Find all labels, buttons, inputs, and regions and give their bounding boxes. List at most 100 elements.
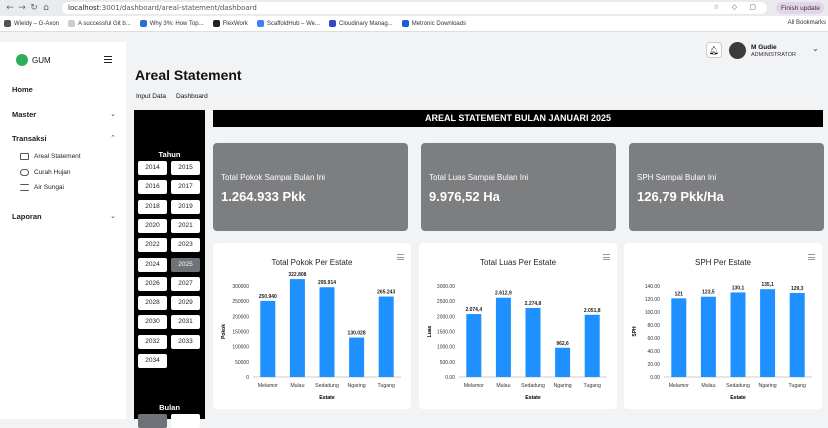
year-button-2016[interactable]: 2016: [138, 180, 167, 195]
sidebar-item-label: Home: [12, 85, 33, 94]
x-axis-label: Estate: [525, 395, 541, 401]
year-button-2021[interactable]: 2021: [171, 218, 200, 233]
bookmark-item[interactable]: ScaffoldHub – We...: [256, 20, 320, 27]
y-tick-label: 1500.00: [437, 330, 455, 336]
year-button-2026[interactable]: 2026: [138, 276, 167, 291]
sidebar-item-master[interactable]: Master ⌄: [12, 110, 116, 119]
year-button-2015[interactable]: 2015: [171, 161, 200, 175]
year-button-2020[interactable]: 2020: [138, 218, 167, 233]
sidebar-item-transaksi[interactable]: Transaksi ⌃: [12, 134, 116, 143]
sidebar-item-label: Transaksi: [12, 134, 47, 143]
x-axis-label: Estate: [319, 395, 335, 401]
stat-label: Total Pokok Sampai Bulan Ini: [221, 173, 326, 182]
data-label: 2.274,8: [525, 301, 542, 307]
year-button-2033[interactable]: 2033: [171, 334, 200, 349]
bookmark-label: Cloudinary Manag...: [339, 20, 393, 27]
y-axis-label: SPH: [632, 326, 638, 337]
year-button-2017[interactable]: 2017: [171, 180, 200, 195]
bookmark-item[interactable]: Metronic Downloads: [401, 20, 467, 27]
y-tick-label: 0.00: [650, 375, 660, 381]
stat-card-total-pokok: Total Pokok Sampai Bulan Ini 1.264.933 P…: [213, 143, 408, 231]
avatar[interactable]: [729, 42, 746, 59]
sidebar-item-laporan[interactable]: Laporan ⌄: [12, 212, 116, 221]
month-button[interactable]: [138, 414, 167, 428]
home-icon[interactable]: ⌂: [43, 3, 49, 13]
chart-menu-icon[interactable]: [808, 254, 815, 262]
bulan-label: Bulan: [159, 403, 180, 412]
bookmark-item[interactable]: FlexWork: [212, 20, 248, 27]
page-tabs: Input Data Dashboard: [136, 93, 208, 100]
table-icon: [20, 153, 29, 160]
all-bookmarks[interactable]: All Bookmarks: [787, 20, 826, 26]
sidebar-subitem-curah-hujan[interactable]: Curah Hujan: [20, 169, 71, 176]
tab-dashboard[interactable]: Dashboard: [176, 93, 208, 100]
x-tick-label: Mulau: [496, 383, 510, 389]
chevron-down-icon[interactable]: ⌄: [812, 44, 819, 53]
bar: [789, 292, 805, 377]
back-icon[interactable]: ←: [6, 3, 14, 13]
year-button-2023[interactable]: 2023: [171, 238, 200, 253]
bookmark-label: A successful Git b...: [78, 20, 131, 27]
month-button[interactable]: [171, 414, 200, 428]
sidebar-subitem-areal-statement[interactable]: Areal Statement: [20, 153, 81, 160]
sidebar-subitem-air-sungai[interactable]: Air Sungai: [20, 184, 64, 191]
address-bar[interactable]: localhost:3001/dashboard/areal-statement…: [62, 2, 767, 14]
reload-icon[interactable]: ↻: [30, 3, 38, 13]
bookmark-label: Metronic Downloads: [411, 20, 467, 27]
bar: [671, 298, 687, 377]
x-tick-label: Tugang: [788, 383, 806, 389]
y-tick-label: 150000: [232, 330, 249, 336]
address-bar-icons[interactable]: ☆ ◇ ▢: [713, 3, 761, 11]
bookmark-item[interactable]: A successful Git b...: [68, 20, 131, 27]
finish-update-button[interactable]: Finish update: [776, 2, 824, 14]
year-button-2027[interactable]: 2027: [171, 276, 200, 291]
data-label: 130,1: [732, 285, 745, 291]
sidebar-item-home[interactable]: Home: [12, 85, 116, 94]
chart-title: Total Luas Per Estate: [479, 258, 557, 267]
bell-icon[interactable]: 🔔︎: [706, 42, 722, 58]
year-button-2018[interactable]: 2018: [138, 199, 167, 214]
sidebar-item-label: Master: [12, 110, 37, 119]
bookmark-label: Wieldy – G-Axon: [14, 20, 60, 27]
year-button-2024[interactable]: 2024: [138, 257, 167, 272]
bar: [555, 347, 571, 377]
y-tick-label: 50000: [235, 360, 249, 366]
year-button-2034[interactable]: 2034: [138, 354, 167, 368]
forward-icon[interactable]: →: [18, 3, 26, 13]
bookmark-item[interactable]: Wieldy – G-Axon: [4, 20, 59, 27]
x-tick-label: Mulau: [290, 383, 304, 389]
x-tick-label: Sedadung: [521, 383, 545, 389]
x-axis-label: Estate: [730, 395, 746, 401]
year-button-2030[interactable]: 2030: [138, 315, 167, 330]
year-button-2019[interactable]: 2019: [171, 199, 200, 214]
stat-value: 9.976,52 Ha: [429, 189, 500, 204]
year-button-2014[interactable]: 2014: [138, 161, 167, 175]
data-label: 295.914: [318, 280, 336, 286]
year-button-2032[interactable]: 2032: [138, 334, 167, 349]
bar: [289, 279, 305, 377]
y-axis-label: Pokok: [221, 324, 227, 339]
logo[interactable]: GUM: [16, 54, 51, 66]
data-label: 135,1: [761, 282, 774, 288]
bar: [349, 337, 365, 377]
chart-menu-icon[interactable]: [397, 254, 404, 262]
data-label: 962,6: [556, 341, 569, 347]
data-label: 121: [675, 291, 684, 297]
tab-input-data[interactable]: Input Data: [136, 93, 166, 100]
year-button-2031[interactable]: 2031: [171, 315, 200, 330]
logo-text: GUM: [32, 55, 51, 65]
year-button-2025[interactable]: 2025: [171, 257, 200, 272]
year-button-2022[interactable]: 2022: [138, 238, 167, 253]
year-button-2029[interactable]: 2029: [171, 296, 200, 311]
x-tick-label: Mulau: [701, 383, 715, 389]
menu-toggle-icon[interactable]: [104, 56, 112, 65]
x-tick-label: Melamor: [669, 383, 689, 389]
stat-value: 126,79 Pkk/Ha: [637, 189, 724, 204]
year-button-2028[interactable]: 2028: [138, 296, 167, 311]
y-tick-label: 500.00: [440, 360, 456, 366]
chart-menu-icon[interactable]: [603, 254, 610, 262]
bookmark-favicon-icon: [256, 20, 264, 27]
bookmark-item[interactable]: Why 3%: How Top...: [139, 20, 204, 27]
bookmark-item[interactable]: Cloudinary Manag...: [329, 20, 393, 27]
y-tick-label: 2000.00: [437, 314, 455, 320]
